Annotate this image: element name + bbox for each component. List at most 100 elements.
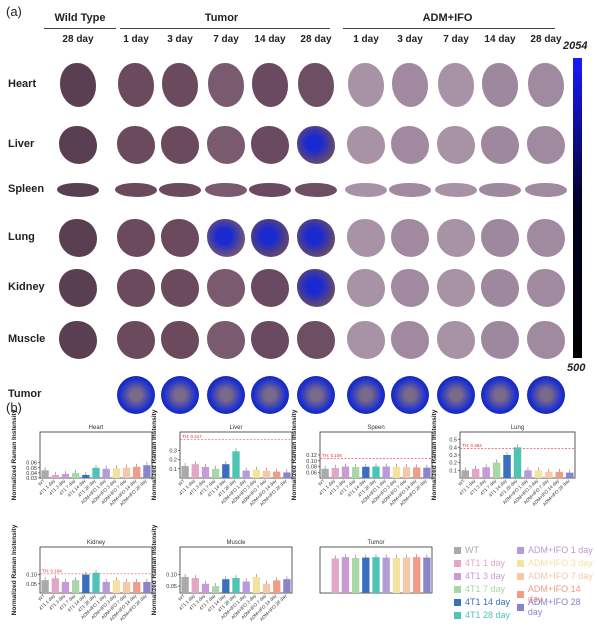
bar [413,467,421,478]
bar [112,468,121,478]
organ-image [297,376,335,414]
organ-image [297,269,335,307]
chart-x-tick-label: WT [317,478,326,487]
bar [242,581,250,593]
organ-image [527,269,565,307]
chart-y-tick-label: 0.3 [169,448,177,454]
bar [423,467,431,478]
organ-image [251,126,289,164]
organ-image [251,219,289,257]
organ-image [117,219,155,257]
chart-y-tick-label: 0.10 [26,573,37,579]
legend-item: 4T1 28 day [454,610,510,620]
day-label: 7 day [443,34,469,45]
organ-image [392,63,428,107]
bar [413,557,421,593]
legend-label: 4T1 14 day [465,597,511,607]
legend-swatch [517,559,524,567]
legend-swatch [454,598,461,606]
day-label: 1 day [353,34,379,45]
organ-image [437,126,475,164]
bar [555,471,564,478]
bar [82,574,90,593]
organ-image [118,63,154,107]
organ-image [159,183,201,197]
bar [191,464,199,478]
organ-image [528,63,564,107]
chart-y-label: Normalized Raman Instensity [11,409,18,500]
chart-y-tick-label: 0.05 [26,582,37,588]
bar [252,576,261,593]
bar [372,466,380,478]
day-label: 3 day [167,34,193,45]
organ-image [161,321,199,359]
organ-image [252,63,288,107]
bar [201,466,210,478]
chart-y-label: Normalized Raman Instensity [431,409,438,500]
organ-image [297,219,335,257]
organ-image [59,269,97,307]
chart-y-label: Normalized Raman Instensity [151,524,158,615]
bar [372,557,380,593]
legend-swatch [454,611,461,619]
organ-image [438,63,474,107]
panel-b-letter: (b) [6,400,22,415]
chart-y-tick-label: 0.1 [449,468,457,474]
organ-image [161,269,199,307]
organ-image [435,183,477,197]
day-label: 28 day [62,34,94,45]
chart-y-label: Normalized Raman Instensity [151,409,158,500]
organ-image [115,183,157,197]
day-label: 1 day [123,34,149,45]
bar [102,581,110,593]
bar [283,472,291,478]
organ-image [527,376,565,414]
bar [143,581,151,593]
threshold-label: TH: 0.104 [42,568,62,573]
bar [143,465,151,478]
organ-image [117,376,155,414]
bar [92,467,100,478]
chart-y-tick-label: 0.2 [449,461,457,467]
organ-image [59,126,97,164]
legend-label: 4T1 7 day [465,584,506,594]
bar [461,470,469,478]
row-label-liver: Liver [8,138,35,150]
day-label: 3 day [397,34,423,45]
organ-image [391,219,429,257]
organ-image [437,321,475,359]
colorbar-max-label: 2054 [563,40,588,52]
bar [566,472,574,478]
organ-image [391,376,429,414]
organ-image [525,183,567,197]
organ-image [57,183,99,197]
organ-image [251,376,289,414]
organ-image [527,321,565,359]
organ-image [161,376,199,414]
row-label-lung: Lung [8,231,35,243]
bar [211,468,220,478]
bar [402,467,411,478]
legend-swatch [517,590,524,598]
chart-y-tick-label: 0.06 [26,461,37,467]
organ-image [117,269,155,307]
bar [351,467,360,478]
organ-image [347,219,385,257]
bar [122,467,131,478]
legend-swatch [454,585,461,593]
legend-label: ADM+IFO 28 day [527,597,581,617]
chart-x-tick-label: WT [457,478,466,487]
organ-image [251,321,289,359]
chart-y-tick-label: 0.05 [166,584,177,590]
bar [71,580,80,593]
legend-swatch [517,603,524,611]
day-label: 14 day [254,34,286,45]
row-label-spleen: Spleen [8,183,45,195]
chart-y-tick-label: 0.2 [169,458,177,464]
row-label-kidney: Kidney [8,281,45,293]
day-label: 7 day [213,34,239,45]
bar [534,470,543,478]
day-label: 28 day [300,34,332,45]
bar [351,558,360,593]
